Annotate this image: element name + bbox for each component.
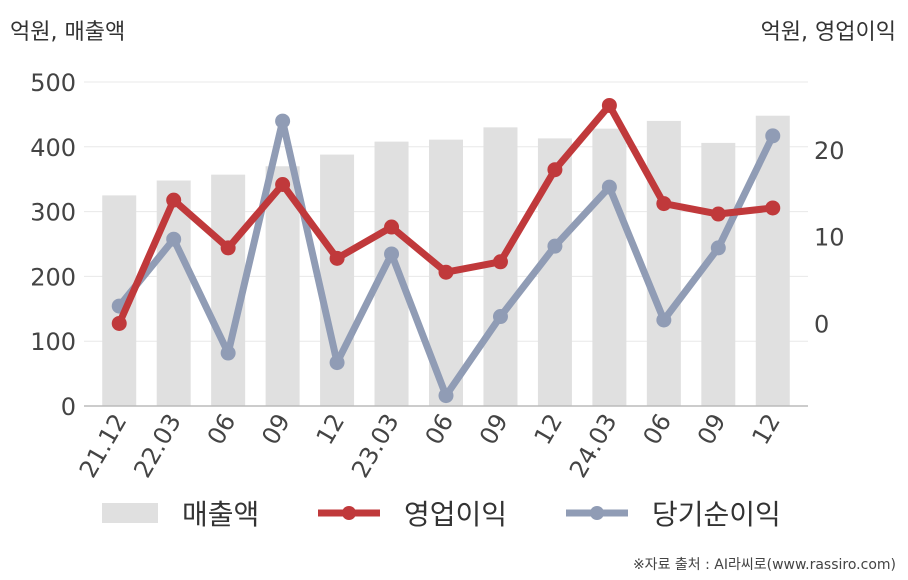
legend-label-operating-profit: 영업이익	[404, 498, 508, 531]
x-tick-label: 06	[420, 409, 460, 449]
bar-revenue	[537, 138, 572, 406]
y-left-tick-label: 300	[30, 199, 76, 227]
point-net-income	[275, 113, 291, 129]
legend-item-operating-profit: 영업이익	[318, 490, 507, 536]
legend-item-revenue: 매출액	[102, 490, 259, 536]
legend: 매출액 영업이익 당기순이익	[0, 490, 908, 540]
point-net-income	[601, 179, 617, 195]
point-net-income	[438, 388, 454, 404]
point-net-income	[492, 309, 508, 325]
x-tick-label: 09	[474, 409, 514, 449]
y-left-tick-label: 100	[30, 328, 76, 356]
point-operating-profit	[601, 97, 617, 113]
x-tick-label: 12	[311, 409, 351, 449]
y-left-tick-label: 500	[30, 69, 76, 97]
point-operating-profit	[492, 254, 508, 270]
line-series	[111, 97, 781, 404]
point-net-income	[329, 355, 345, 371]
x-tick-label: 24.03	[564, 409, 623, 483]
point-net-income	[384, 246, 400, 262]
point-operating-profit	[656, 196, 672, 212]
point-net-income	[765, 128, 781, 144]
legend-label-revenue: 매출액	[182, 498, 260, 531]
y-right-tick-label: 0	[814, 310, 829, 338]
y-axis-left-ticks: 0 100 200 300 400 500	[30, 69, 76, 421]
legend-label-net-income: 당기순이익	[652, 498, 781, 531]
legend-item-net-income: 당기순이익	[566, 490, 781, 536]
bar-revenue	[265, 166, 300, 406]
x-tick-label: 12	[529, 409, 569, 449]
point-operating-profit	[547, 162, 563, 178]
left-axis-unit: 억원, 매출액	[10, 20, 126, 45]
point-operating-profit	[166, 192, 182, 208]
y-axis-right-ticks: 0 10 20	[814, 137, 845, 339]
point-operating-profit	[765, 200, 781, 216]
y-left-tick-label: 0	[61, 393, 76, 421]
y-left-tick-label: 200	[30, 263, 76, 291]
x-tick-label: 06	[638, 409, 678, 449]
x-tick-label: 23.03	[346, 409, 405, 483]
right-axis-unit: 억원, 영업이익	[760, 20, 896, 45]
point-net-income	[656, 312, 672, 328]
source-note: ※자료 출처 : AI라씨로(www.rassiro.com)	[632, 557, 896, 573]
point-operating-profit	[384, 219, 400, 235]
point-net-income	[710, 240, 726, 256]
point-operating-profit	[438, 264, 454, 280]
legend-bar-swatch	[102, 503, 158, 523]
bar-revenue	[701, 142, 736, 407]
bar-revenue	[646, 120, 681, 406]
y-left-tick-label: 400	[30, 134, 76, 162]
point-operating-profit	[275, 176, 291, 192]
point-operating-profit	[220, 240, 236, 256]
x-tick-label: 06	[202, 409, 242, 449]
bar-revenue	[592, 128, 627, 406]
point-net-income	[547, 238, 563, 254]
y-right-tick-label: 10	[814, 224, 845, 252]
x-tick-label: 12	[746, 409, 786, 449]
point-operating-profit	[111, 315, 127, 331]
point-operating-profit	[329, 250, 345, 266]
x-tick-label: 09	[256, 409, 296, 449]
point-net-income	[220, 345, 236, 361]
point-net-income	[166, 231, 182, 247]
x-tick-label: 21.12	[74, 409, 133, 483]
point-operating-profit	[710, 206, 726, 222]
bar-series	[102, 115, 790, 407]
x-tick-label: 09	[692, 409, 732, 449]
legend-line-swatch	[318, 506, 380, 520]
legend-line-swatch	[566, 506, 628, 520]
y-right-tick-label: 20	[814, 137, 845, 165]
x-tick-label: 22.03	[128, 409, 187, 483]
